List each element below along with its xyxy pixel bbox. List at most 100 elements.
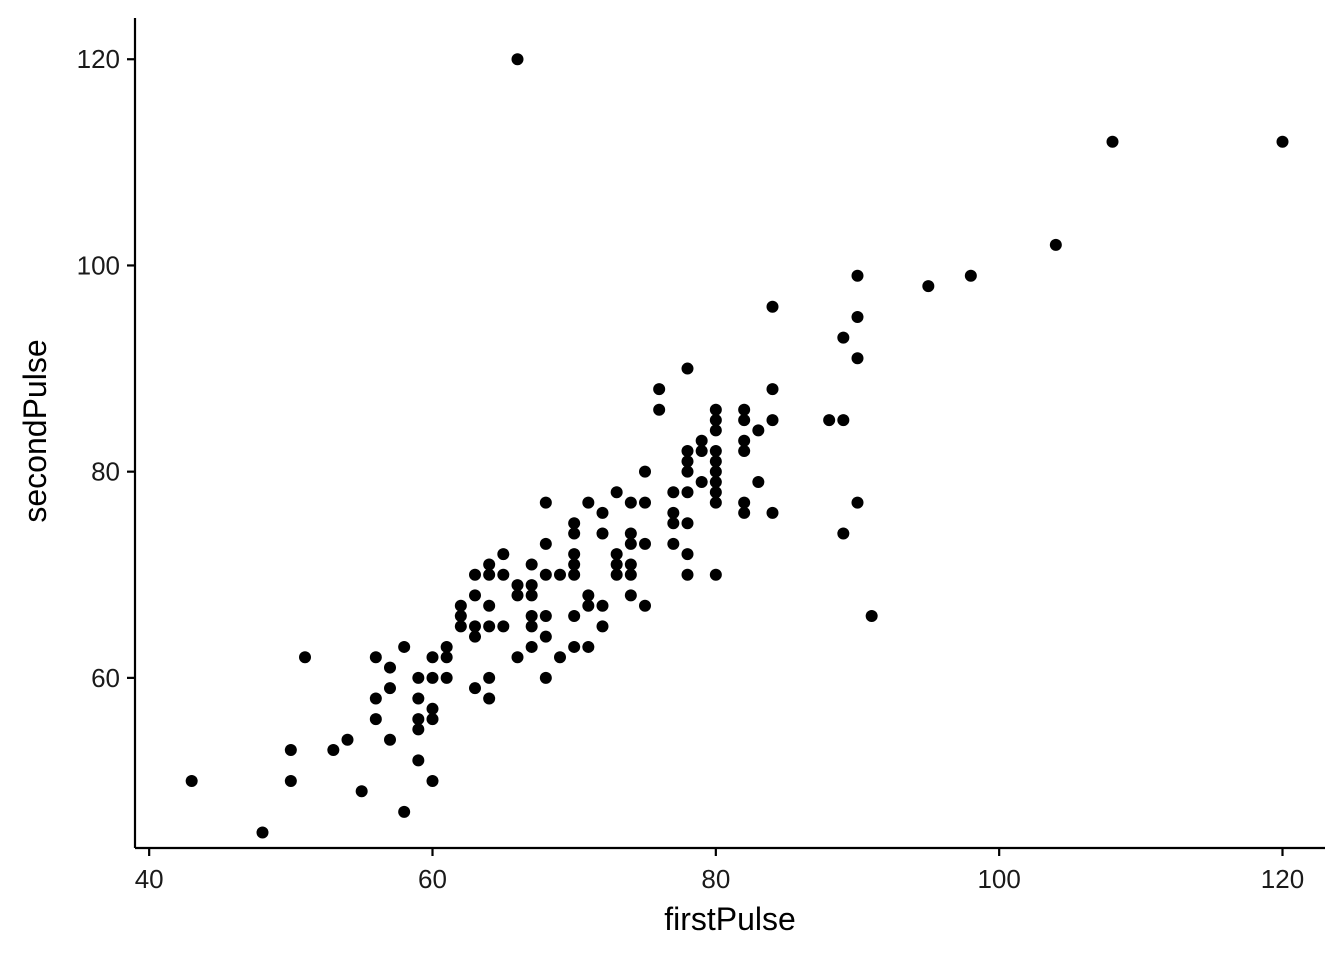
data-point [568,610,581,623]
data-point [384,661,396,674]
data-point [398,640,411,653]
data-point [695,434,708,447]
data-point [384,682,396,695]
data-point [596,620,609,633]
data-point [624,589,637,602]
data-point [454,610,467,623]
data-point [355,785,368,798]
data-point [610,548,623,561]
data-point [369,713,382,726]
data-point [709,424,722,437]
data-point [964,269,977,282]
data-point [851,269,864,282]
data-point [738,414,751,427]
data-point [823,414,836,427]
data-point [469,630,481,643]
data-point [539,671,552,684]
y-tick-label: 60 [91,663,120,693]
data-point [412,692,425,705]
data-point [554,568,566,581]
data-point [469,682,481,695]
data-point [384,733,396,746]
data-point [837,414,850,427]
data-point [709,465,722,478]
data-point [454,599,467,612]
data-point [681,465,694,478]
data-point [639,465,651,478]
data-point [667,486,680,499]
data-point [284,774,297,787]
data-point [752,475,765,488]
data-point [922,280,935,293]
data-point [539,568,552,581]
data-point [525,589,538,602]
data-point [284,744,297,757]
data-point [483,620,496,633]
data-point [738,434,751,447]
x-tick-label: 60 [418,864,447,894]
data-point [610,486,623,499]
data-point [639,496,651,509]
data-point [554,651,566,664]
data-point [497,568,510,581]
x-tick-label: 120 [1261,864,1304,894]
data-point [440,640,453,653]
data-point [412,723,425,736]
data-point [624,537,637,550]
y-axis-ticks: 60 80 100 120 [77,44,135,693]
data-point [568,517,581,530]
data-point [539,610,552,623]
data-point [738,506,751,519]
data-point [1106,135,1119,148]
data-point [497,548,510,561]
data-point [709,455,722,468]
data-point [837,527,850,540]
data-point [624,558,637,571]
data-point [539,496,552,509]
data-point [568,640,581,653]
data-point [766,383,779,396]
data-point [398,805,411,818]
x-tick-label: 40 [135,864,164,894]
data-point [426,651,439,664]
data-point [483,568,496,581]
data-point [511,579,524,592]
data-point [483,692,496,705]
data-point [681,568,694,581]
data-point [299,651,311,664]
data-point [568,527,581,540]
data-point [610,558,623,571]
data-point [695,475,708,488]
y-tick-label: 120 [77,44,120,74]
data-point [412,754,425,767]
data-point [639,599,651,612]
data-point [582,640,595,653]
data-point [667,537,680,550]
data-point [426,713,439,726]
data-point [653,383,666,396]
data-point [624,527,637,540]
data-point [511,589,524,602]
x-axis-ticks: 40 60 80 100 120 [135,848,1304,894]
data-point [851,352,864,365]
data-point [738,403,751,416]
y-axis-title: secondPulse [17,339,53,522]
data-point [709,445,722,458]
data-point [426,702,439,715]
data-point [341,733,354,746]
data-point [256,826,269,839]
data-point [738,496,751,509]
data-point [681,486,694,499]
data-point [596,506,609,519]
data-point [369,692,382,705]
data-point [624,496,637,509]
data-point [582,599,595,612]
x-tick-label: 100 [977,864,1020,894]
data-point [469,620,481,633]
data-point [369,651,382,664]
data-point [469,589,481,602]
data-point [738,445,751,458]
data-point [639,537,651,550]
data-point [412,713,425,726]
